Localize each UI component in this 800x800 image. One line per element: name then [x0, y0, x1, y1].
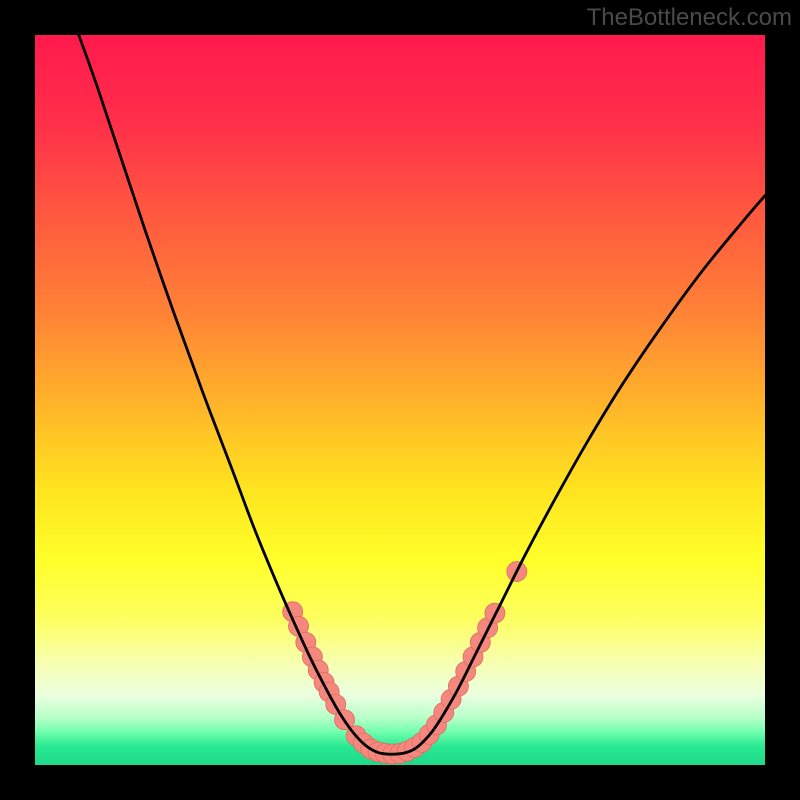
plot-area	[35, 35, 765, 765]
curve-layer	[35, 35, 765, 765]
chart-frame: TheBottleneck.com	[0, 0, 800, 800]
bottleneck-curve	[79, 35, 765, 754]
marker-group	[283, 562, 527, 765]
watermark-text: TheBottleneck.com	[587, 4, 792, 32]
